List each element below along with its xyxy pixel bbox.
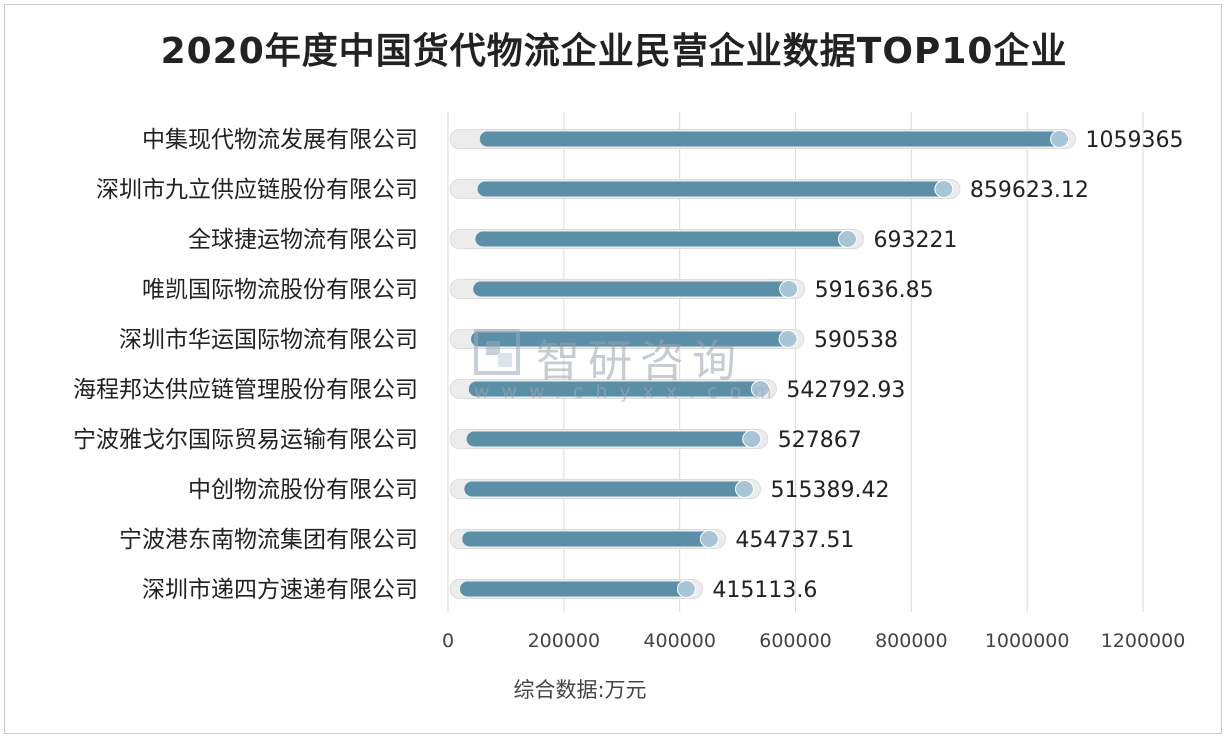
- bar-cap-9: [676, 580, 696, 598]
- value-label-7: 515389.42: [770, 478, 889, 503]
- value-label-5: 542792.93: [786, 378, 905, 403]
- watermark-url: www.chyxx.com: [474, 381, 784, 403]
- bar-cap-7: [734, 480, 754, 498]
- x-tick-label-0: 0: [442, 630, 454, 652]
- bar-6: [466, 431, 754, 447]
- bar-7: [464, 481, 747, 497]
- bar-cap-3: [779, 280, 799, 298]
- value-label-0: 1059365: [1086, 128, 1184, 153]
- bar-cap-5: [750, 380, 770, 398]
- bar-cap-1: [934, 180, 954, 198]
- bar-2: [475, 231, 850, 247]
- bar-0: [479, 131, 1062, 147]
- category-label-3: 唯凯国际物流股份有限公司: [142, 277, 418, 303]
- chart-frame: [4, 4, 1222, 734]
- category-label-8: 宁波港东南物流集团有限公司: [119, 527, 418, 553]
- category-label-5: 海程邦达供应链管理股份有限公司: [73, 377, 418, 403]
- category-label-0: 中集现代物流发展有限公司: [142, 127, 418, 153]
- bar-5: [468, 381, 763, 397]
- watermark-logo-icon: [474, 329, 520, 375]
- category-label-1: 深圳市九立供应链股份有限公司: [96, 177, 418, 203]
- value-label-6: 527867: [778, 428, 862, 453]
- bar-cap-0: [1050, 130, 1070, 148]
- value-label-8: 454737.51: [735, 528, 854, 553]
- value-label-9: 415113.6: [712, 578, 817, 603]
- x-axis-title: 综合数据:万元: [513, 678, 646, 702]
- bar-cap-6: [742, 430, 762, 448]
- category-label-7: 中创物流股份有限公司: [188, 477, 418, 503]
- bar-1: [477, 181, 946, 197]
- category-label-6: 宁波雅戈尔国际贸易运输有限公司: [73, 427, 418, 453]
- bar-cap-8: [699, 530, 719, 548]
- x-tick-label-6: 1200000: [1101, 630, 1186, 652]
- category-label-9: 深圳市递四方速递有限公司: [142, 577, 418, 603]
- x-tick-label-1: 200000: [528, 630, 601, 652]
- category-label-2: 全球捷运物流有限公司: [188, 227, 418, 253]
- x-tick-label-5: 1000000: [985, 630, 1070, 652]
- x-tick-label-2: 400000: [643, 630, 716, 652]
- x-tick-label-3: 600000: [759, 630, 832, 652]
- bar-4: [471, 331, 791, 347]
- category-label-4: 深圳市华运国际物流有限公司: [119, 327, 418, 353]
- bar-3: [473, 281, 791, 297]
- watermark: 智研咨询 www.chyxx.com: [470, 325, 772, 405]
- value-label-1: 859623.12: [970, 178, 1089, 203]
- bar-8: [462, 531, 712, 547]
- bar-cap-2: [837, 230, 857, 248]
- chart-title: 2020年度中国货代物流企业民营企业数据TOP10企业: [160, 31, 1068, 72]
- bar-cap-4: [778, 330, 798, 348]
- bar-9: [460, 581, 689, 597]
- value-label-4: 590538: [814, 328, 898, 353]
- watermark-name: 智研咨询: [536, 336, 744, 387]
- value-label-3: 591636.85: [815, 278, 934, 303]
- value-label-2: 693221: [873, 228, 957, 253]
- x-tick-label-4: 800000: [875, 630, 948, 652]
